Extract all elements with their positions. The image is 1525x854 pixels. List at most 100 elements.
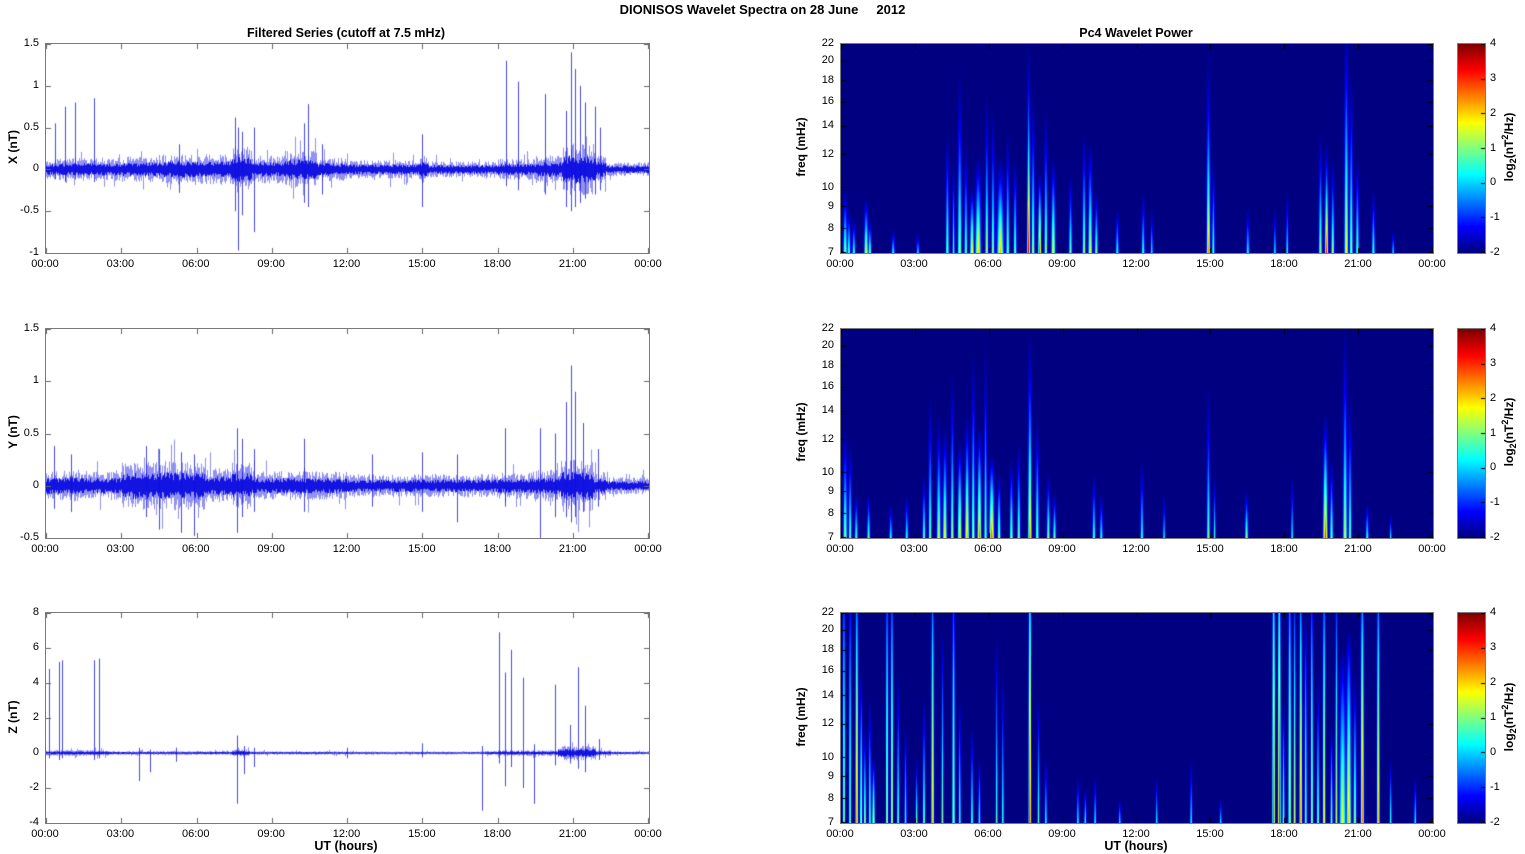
colorbar-tick-label: 2	[1490, 676, 1497, 688]
time-tick-label: 00:00	[1418, 258, 1446, 270]
x-filtered-series-plot	[45, 43, 650, 254]
y-tick-label: -2	[29, 781, 39, 793]
freq-tick-label: 14	[821, 119, 834, 132]
colorbar-3-gradient	[1457, 612, 1486, 824]
freq-tick-label: 10	[821, 180, 834, 193]
panel-y-timeseries	[45, 328, 650, 539]
freq-tick-label: 18	[821, 642, 834, 655]
freq-tick-label: 16	[821, 95, 834, 108]
freq-tick-label: 8	[827, 221, 834, 234]
freq-tick-label: 8	[827, 791, 834, 804]
x-axis-ylabel: X (nT)	[6, 130, 20, 164]
time-tick-label: 03:00	[106, 258, 135, 270]
time-tick-label: 21:00	[1344, 258, 1372, 270]
time-tick-label: 18:00	[483, 543, 512, 555]
colorbar-tick-label: 4	[1490, 606, 1497, 618]
freq-tick-label: 20	[821, 339, 834, 352]
filtered-series-title: Filtered Series (cutoff at 7.5 mHz)	[247, 26, 445, 40]
time-tick-label: 18:00	[483, 828, 512, 840]
y-tick-label: 0	[32, 162, 39, 175]
time-tick-label: 21:00	[558, 543, 587, 555]
time-tick-label: 00:00	[31, 258, 59, 270]
time-tick-label: 00:00	[634, 828, 662, 840]
colorbar-tick-label: 4	[1490, 37, 1497, 49]
freq-tick-label: 10	[821, 750, 834, 763]
y-filtered-series-plot	[45, 328, 650, 539]
time-tick-label: 00:00	[826, 258, 854, 270]
time-tick-label: 15:00	[1196, 543, 1224, 555]
time-tick-label: 00:00	[31, 828, 59, 840]
time-tick-label: 06:00	[974, 543, 1002, 555]
freq-tick-label: 20	[821, 623, 834, 636]
y-tick-label: 1.5	[23, 322, 39, 334]
colorbar-1	[1457, 43, 1486, 254]
freq-tick-label: 12	[821, 717, 834, 730]
wavelet-power-title: Pc4 Wavelet Power	[1079, 26, 1193, 40]
colorbar-tick-label: 0	[1490, 461, 1497, 474]
time-tick-label: 03:00	[106, 828, 135, 840]
time-tick-label: 03:00	[900, 543, 928, 555]
colorbar-tick-label: 4	[1490, 322, 1497, 334]
y-tick-label: 0	[32, 478, 39, 491]
time-tick-label: 18:00	[1270, 543, 1298, 555]
y-tick-label: 6	[32, 641, 39, 653]
time-tick-label: 00:00	[826, 543, 854, 555]
time-tick-label: 00:00	[31, 543, 59, 555]
panel-y-spectrogram	[840, 328, 1434, 539]
time-tick-label: 09:00	[257, 828, 285, 840]
time-tick-label: 03:00	[900, 258, 928, 270]
y-tick-label: 4	[32, 676, 39, 688]
time-tick-label: 09:00	[257, 543, 285, 555]
freq-tick-label: 16	[821, 664, 834, 677]
time-tick-label: 15:00	[408, 543, 436, 555]
colorbar-tick-label: 3	[1490, 71, 1497, 84]
time-tick-label: 21:00	[1344, 543, 1372, 555]
colorbar-tick-label: -1	[1490, 211, 1500, 224]
freq-tick-label: 22	[821, 322, 834, 334]
time-tick-label: 21:00	[558, 258, 587, 270]
time-tick-label: 12:00	[332, 543, 361, 555]
colorbar-1-gradient	[1457, 43, 1486, 254]
colorbar-tick-label: -1	[1490, 496, 1500, 509]
time-tick-label: 21:00	[1344, 828, 1372, 840]
freq-tick-label: 22	[821, 37, 834, 49]
time-tick-label: 00:00	[634, 543, 662, 555]
y-tick-label: 8	[32, 606, 39, 618]
y-tick-label: 1.5	[23, 37, 39, 49]
freq-tick-label: 12	[821, 432, 834, 445]
z-wavelet-spectrogram	[840, 612, 1434, 824]
time-tick-label: 00:00	[634, 258, 662, 270]
y-tick-label: 0	[32, 746, 39, 758]
time-tick-label: 06:00	[974, 258, 1002, 270]
freq-tick-label: 9	[827, 485, 834, 498]
y-tick-label: 2	[32, 711, 39, 723]
time-tick-label: 09:00	[257, 258, 285, 270]
y-tick-label: 1	[32, 78, 39, 91]
time-tick-label: 06:00	[181, 828, 210, 840]
time-tick-label: 00:00	[1418, 543, 1446, 555]
colorbar-2-gradient	[1457, 328, 1486, 539]
time-tick-label: 06:00	[181, 258, 210, 270]
freq-tick-label: 7	[827, 531, 834, 543]
freq-tick-label: 7	[827, 246, 834, 258]
freq-tick-label: 14	[821, 688, 834, 701]
time-tick-label: 18:00	[1270, 828, 1298, 840]
time-tick-label: 12:00	[1122, 828, 1150, 840]
colorbar-tick-label: 3	[1490, 641, 1497, 653]
panel-z-timeseries	[45, 612, 650, 824]
colorbar-tick-label: 0	[1490, 746, 1497, 758]
freq-tick-label: 16	[821, 380, 834, 393]
time-tick-label: 03:00	[106, 543, 135, 555]
z-filtered-series-plot	[45, 612, 650, 824]
freq-tick-label: 14	[821, 404, 834, 417]
freq-tick-label: 7	[827, 816, 834, 828]
time-tick-label: 00:00	[1418, 828, 1446, 840]
time-tick-label: 12:00	[332, 258, 361, 270]
freq-tick-label: 22	[821, 606, 834, 618]
y-tick-label: -0.5	[20, 204, 39, 217]
colorbar-tick-label: -1	[1490, 781, 1500, 793]
panel-z-spectrogram	[840, 612, 1434, 824]
ut-hours-label-left: UT (hours)	[314, 839, 378, 853]
colorbar-tick-label: 1	[1490, 141, 1497, 154]
